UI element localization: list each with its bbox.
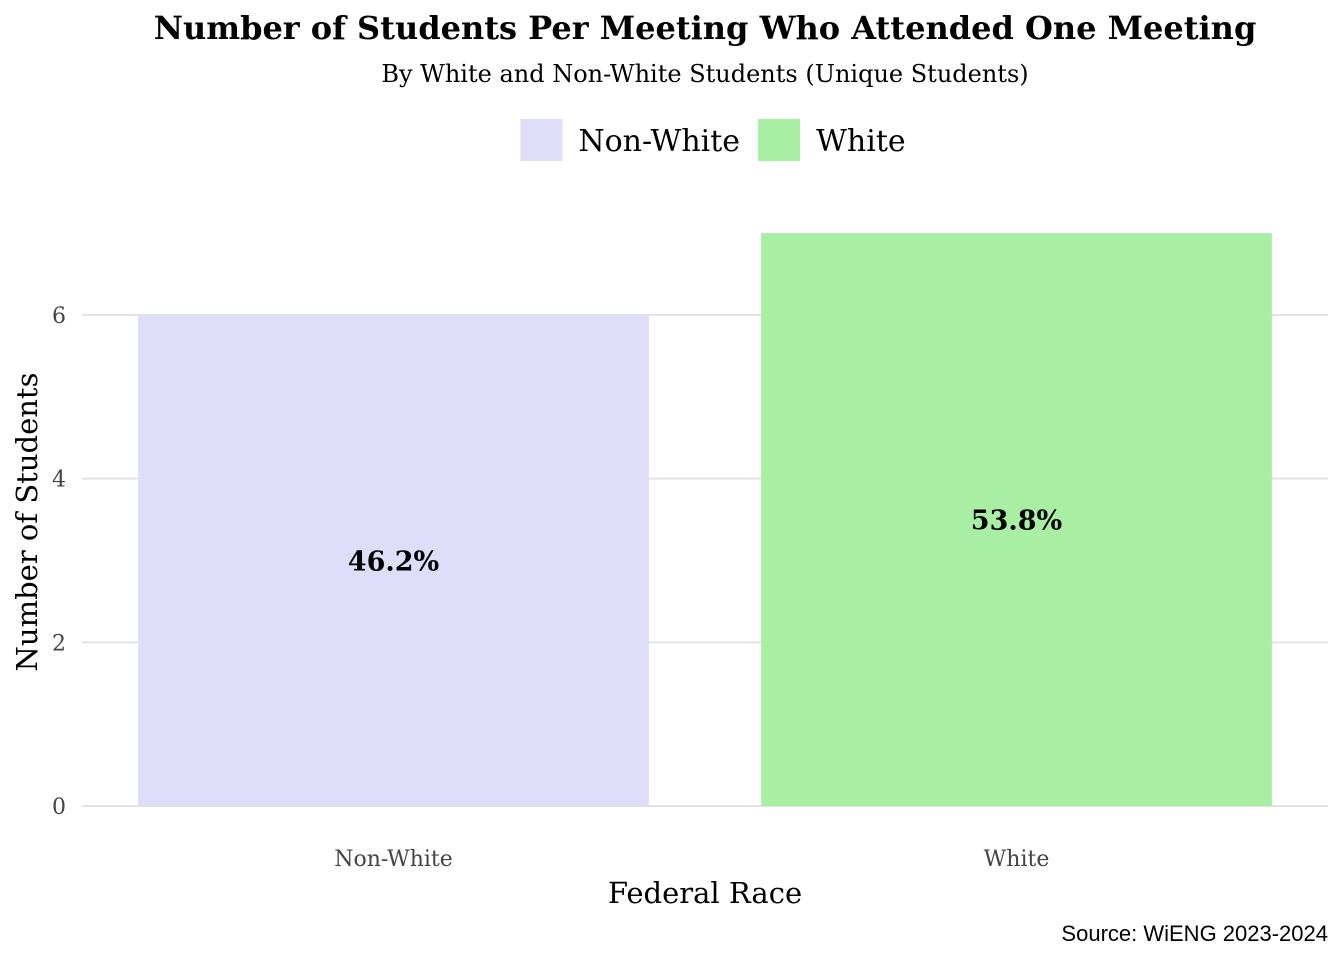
bar-data-label: 46.2%	[348, 547, 439, 578]
bar-data-labels: 46.2% 53.8%	[348, 506, 1062, 578]
legend-label: White	[816, 124, 906, 159]
legend: Non-White White	[520, 119, 906, 161]
bar-white	[761, 233, 1272, 806]
y-tick-label: 2	[52, 631, 66, 656]
legend-swatch	[520, 119, 563, 161]
x-tick-label: Non-White	[334, 847, 453, 872]
y-tick-label: 6	[52, 304, 66, 329]
source-caption: Source: WiENG 2023-2024	[1061, 921, 1328, 946]
y-tick-label: 4	[52, 468, 66, 493]
y-tick-label: 0	[52, 795, 66, 820]
chart-subtitle: By White and Non-White Students (Unique …	[381, 60, 1028, 88]
chart-title: Number of Students Per Meeting Who Atten…	[154, 9, 1257, 47]
x-axis-title: Federal Race	[608, 876, 802, 910]
bar-data-label: 53.8%	[971, 506, 1062, 537]
legend-label: Non-White	[578, 124, 740, 159]
y-axis-ticks: 0 2 4 6	[52, 304, 66, 820]
y-axis-title: Number of Students	[10, 373, 44, 672]
bars	[138, 233, 1272, 806]
x-tick-label: White	[984, 847, 1050, 872]
bar-non-white	[138, 315, 649, 806]
legend-swatch	[758, 119, 801, 161]
x-axis-ticks: Non-White White	[334, 847, 1049, 872]
